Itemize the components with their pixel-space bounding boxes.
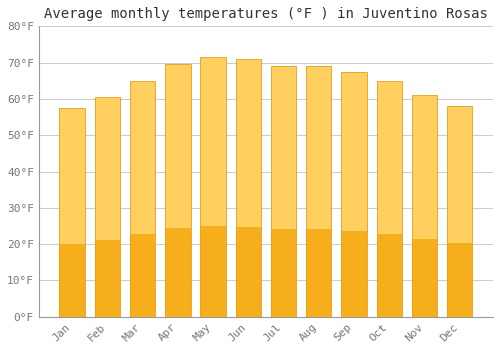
Bar (376, 234, 402, 317)
Bar (94, 97, 120, 317)
Bar (165, 64, 190, 317)
Bar (236, 226, 261, 317)
Bar (130, 234, 156, 317)
Bar (236, 59, 261, 317)
Bar (60, 244, 85, 317)
Bar (412, 239, 437, 317)
Bar (200, 226, 226, 317)
Bar (447, 106, 472, 317)
Bar (306, 229, 332, 317)
Bar (271, 229, 296, 317)
Bar (342, 72, 366, 317)
Bar (412, 95, 437, 317)
Bar (342, 231, 366, 317)
Bar (271, 66, 296, 317)
Bar (306, 66, 332, 317)
Bar (130, 81, 156, 317)
Bar (165, 229, 190, 317)
Bar (447, 243, 472, 317)
Bar (94, 240, 120, 317)
Bar (376, 81, 402, 317)
Title: Average monthly temperatures (°F ) in Juventino Rosas: Average monthly temperatures (°F ) in Ju… (44, 7, 488, 21)
Bar (200, 57, 226, 317)
Bar (60, 108, 85, 317)
